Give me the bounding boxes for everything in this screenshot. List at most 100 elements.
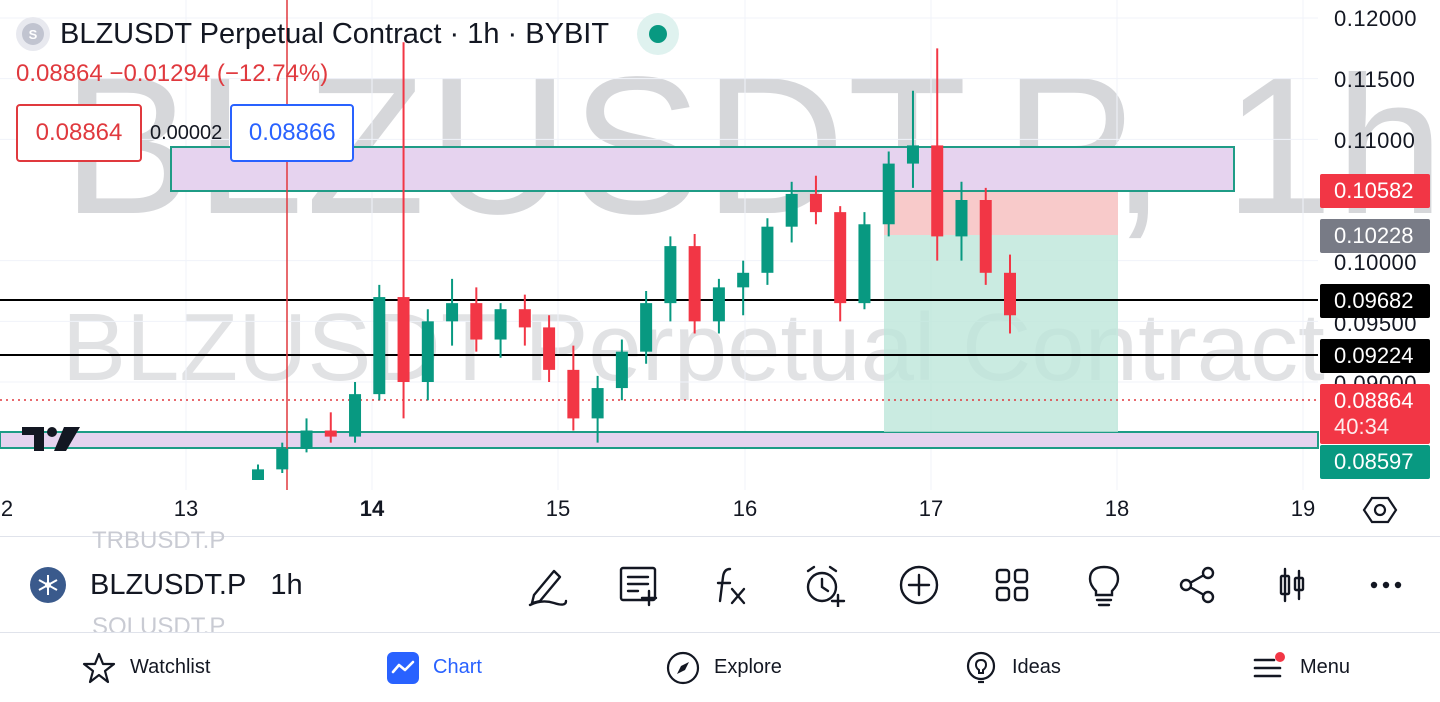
candle-body — [640, 303, 653, 352]
last-price-value: 0.08864 — [1334, 388, 1414, 413]
candle-body — [761, 226, 774, 273]
prev-symbol-hint: TRBUSDT.P — [92, 527, 226, 554]
nav-ideas[interactable]: Ideas — [964, 633, 1061, 702]
time-label: 13 — [173, 496, 199, 521]
candle-body — [543, 327, 556, 370]
time-label: 17 — [918, 496, 944, 521]
time-label: 15 — [545, 496, 571, 521]
candle-body — [276, 448, 289, 470]
candle-body — [664, 246, 677, 304]
symbol-title[interactable]: BLZUSDT Perpetual Contract · 1h · BYBIT — [60, 17, 610, 50]
position-stop-area[interactable] — [884, 192, 1118, 235]
candle-body — [591, 388, 604, 419]
candle-body — [373, 297, 386, 395]
position-target-area[interactable] — [884, 235, 1118, 432]
nav-explore[interactable]: Explore — [666, 633, 782, 702]
nav-menu[interactable]: Menu — [1252, 633, 1350, 702]
add-icon[interactable] — [893, 559, 945, 611]
symbol-name[interactable]: BLZUSDT.P — [90, 568, 247, 601]
candle-body — [858, 224, 871, 304]
time-label: 18 — [1104, 496, 1130, 521]
candle-body — [688, 246, 701, 322]
price-scale[interactable]: 0.12000 0.11500 0.11000 0.10000 0.09500 … — [1318, 0, 1440, 490]
level-high-price-tag: 0.09682 — [1320, 284, 1430, 318]
chart-legend: S BLZUSDT Perpetual Contract · 1h · BYBI… — [16, 13, 680, 162]
buy-button[interactable]: 0.08866 — [230, 104, 355, 162]
nav-chart[interactable]: Chart — [387, 633, 482, 702]
candle-body — [979, 200, 992, 273]
nav-chart-label: Chart — [433, 656, 482, 678]
symbol-logo-icon: S — [16, 17, 50, 51]
tradingview-logo[interactable] — [20, 423, 82, 460]
candle-body — [397, 297, 410, 382]
target-price-tag: 0.10582 — [1320, 174, 1430, 208]
last-price-tag: 0.08864 40:34 — [1320, 384, 1430, 444]
indicators-icon[interactable] — [704, 559, 756, 611]
level-low-price-tag: 0.09224 — [1320, 339, 1430, 373]
price-label: 0.12000 — [1334, 6, 1418, 31]
spread-value: 0.00002 — [150, 121, 223, 144]
candle-body — [252, 469, 264, 480]
add-alert-icon[interactable] — [798, 559, 850, 611]
star-icon — [82, 652, 116, 683]
share-icon[interactable] — [1172, 559, 1224, 611]
candle-body — [712, 287, 725, 322]
candle-body — [470, 303, 483, 340]
stop-price-tag: 0.08597 — [1320, 445, 1430, 479]
nav-watchlist-label: Watchlist — [130, 656, 211, 678]
bottom-navigation: Watchlist Chart Explore Ideas Menu — [0, 632, 1440, 702]
market-status-icon[interactable] — [637, 13, 680, 55]
candle-body — [834, 212, 847, 304]
chart-type-icon[interactable] — [1266, 559, 1318, 611]
chart-canvas[interactable] — [0, 0, 1440, 535]
candles-series — [252, 42, 1016, 480]
interval-button[interactable]: 1h — [270, 568, 303, 601]
price-change: 0.08864 −0.01294 (−12.74%) — [16, 60, 329, 87]
nav-ideas-label: Ideas — [1012, 656, 1061, 678]
candle-body — [955, 200, 968, 237]
sell-button[interactable]: 0.08864 — [16, 104, 142, 162]
bar-countdown: 40:34 — [1334, 414, 1390, 439]
chart-pane[interactable]: BLZUSDT.P, 1h BLZUSDT Perpetual Contract… — [0, 0, 1440, 535]
candle-body — [446, 303, 459, 322]
time-label: 19 — [1290, 496, 1316, 521]
chart-icon — [387, 651, 419, 684]
symbol-logo-icon — [30, 567, 66, 603]
candle-body — [809, 193, 822, 213]
time-label: 14 — [359, 496, 385, 521]
time-label: 16 — [732, 496, 758, 521]
symbol-switcher[interactable]: BLZUSDT.P 1h — [30, 567, 303, 603]
candle-body — [300, 430, 313, 449]
candle-body — [494, 309, 507, 340]
more-icon[interactable] — [1360, 559, 1412, 611]
nav-menu-label: Menu — [1300, 656, 1351, 678]
candle-body — [1004, 272, 1016, 316]
candle-body — [518, 309, 531, 328]
resistance-zone[interactable] — [170, 146, 1235, 192]
idea-icon[interactable] — [1078, 559, 1130, 611]
compass-icon — [666, 651, 700, 684]
candle-body — [421, 321, 434, 382]
entry-price-tag: 0.10228 — [1320, 219, 1430, 253]
draw-icon[interactable] — [520, 559, 572, 611]
layout-icon[interactable] — [986, 559, 1038, 611]
time-axis[interactable]: 2 13 14 15 16 17 18 19 — [0, 490, 1440, 530]
candle-body — [615, 351, 628, 389]
chart-settings-icon[interactable] — [1362, 492, 1398, 528]
candle-body — [906, 145, 919, 164]
nav-explore-label: Explore — [714, 656, 782, 678]
add-note-icon[interactable] — [612, 559, 664, 611]
bottom-toolbar: TRBUSDT.P SOLUSDT.P BLZUSDT.P 1h — [0, 527, 1440, 640]
ideas-icon — [966, 651, 996, 683]
candle-body — [324, 430, 337, 437]
candle-body — [567, 369, 580, 419]
support-zone[interactable] — [0, 431, 1319, 449]
candle-body — [931, 145, 944, 237]
candle-body — [785, 193, 798, 227]
time-label: 2 — [0, 496, 14, 521]
price-label: 0.10000 — [1334, 250, 1418, 275]
nav-watchlist[interactable]: Watchlist — [82, 633, 210, 702]
price-label: 0.11500 — [1334, 67, 1416, 92]
candle-body — [349, 394, 362, 437]
price-label: 0.11000 — [1334, 128, 1416, 153]
